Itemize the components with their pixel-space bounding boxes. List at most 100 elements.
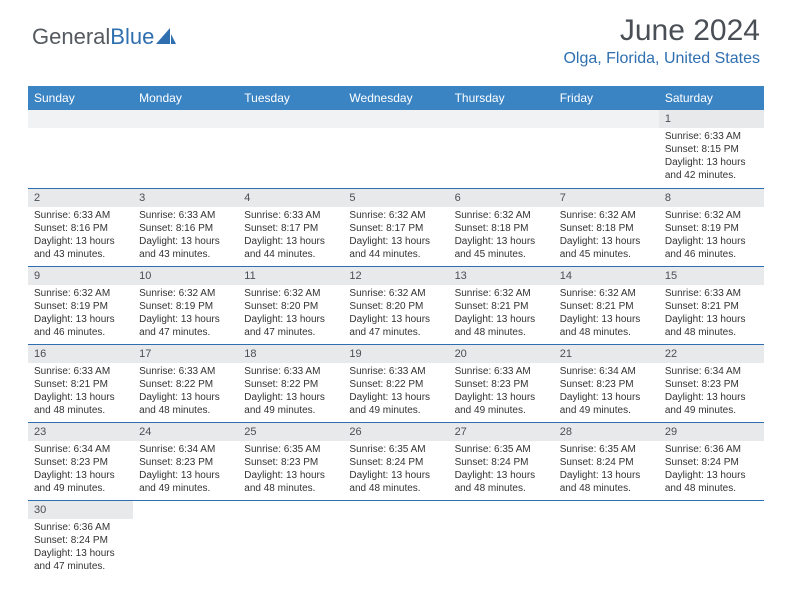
detail-line: Sunset: 8:24 PM — [34, 534, 127, 547]
detail-line: and 48 minutes. — [34, 404, 127, 417]
day-details: Sunrise: 6:35 AMSunset: 8:24 PMDaylight:… — [554, 441, 659, 499]
detail-line: Sunrise: 6:33 AM — [34, 209, 127, 222]
detail-line: Daylight: 13 hours — [139, 313, 232, 326]
calendar-cell: 7Sunrise: 6:32 AMSunset: 8:18 PMDaylight… — [554, 188, 659, 266]
calendar-cell: 14Sunrise: 6:32 AMSunset: 8:21 PMDayligh… — [554, 266, 659, 344]
detail-line: Sunrise: 6:32 AM — [349, 209, 442, 222]
day-details: Sunrise: 6:34 AMSunset: 8:23 PMDaylight:… — [133, 441, 238, 499]
sail-icon — [156, 24, 176, 50]
calendar-cell: 17Sunrise: 6:33 AMSunset: 8:22 PMDayligh… — [133, 344, 238, 422]
calendar-cell: 21Sunrise: 6:34 AMSunset: 8:23 PMDayligh… — [554, 344, 659, 422]
detail-line: Daylight: 13 hours — [34, 469, 127, 482]
empty-day-bar — [343, 110, 448, 128]
detail-line: and 49 minutes. — [665, 404, 758, 417]
detail-line: Daylight: 13 hours — [139, 235, 232, 248]
detail-line: and 44 minutes. — [349, 248, 442, 261]
day-number: 25 — [238, 423, 343, 441]
day-details: Sunrise: 6:35 AMSunset: 8:24 PMDaylight:… — [343, 441, 448, 499]
calendar-cell: 20Sunrise: 6:33 AMSunset: 8:23 PMDayligh… — [449, 344, 554, 422]
detail-line: Daylight: 13 hours — [665, 235, 758, 248]
detail-line: and 49 minutes. — [139, 482, 232, 495]
detail-line: Sunset: 8:16 PM — [34, 222, 127, 235]
calendar-cell: 9Sunrise: 6:32 AMSunset: 8:19 PMDaylight… — [28, 266, 133, 344]
day-number: 28 — [554, 423, 659, 441]
day-number: 7 — [554, 189, 659, 207]
day-header: Monday — [133, 86, 238, 110]
detail-line: Daylight: 13 hours — [244, 313, 337, 326]
day-details: Sunrise: 6:33 AMSunset: 8:21 PMDaylight:… — [28, 363, 133, 421]
day-details: Sunrise: 6:33 AMSunset: 8:22 PMDaylight:… — [133, 363, 238, 421]
detail-line: and 49 minutes. — [560, 404, 653, 417]
detail-line: Daylight: 13 hours — [139, 469, 232, 482]
detail-line: and 49 minutes. — [349, 404, 442, 417]
empty-day-bar — [28, 110, 133, 128]
day-details: Sunrise: 6:32 AMSunset: 8:19 PMDaylight:… — [28, 285, 133, 343]
detail-line: Sunrise: 6:33 AM — [349, 365, 442, 378]
day-number: 12 — [343, 267, 448, 285]
day-details: Sunrise: 6:33 AMSunset: 8:17 PMDaylight:… — [238, 207, 343, 265]
day-number: 4 — [238, 189, 343, 207]
detail-line: and 49 minutes. — [244, 404, 337, 417]
detail-line: Sunrise: 6:32 AM — [244, 287, 337, 300]
calendar-row: 2Sunrise: 6:33 AMSunset: 8:16 PMDaylight… — [28, 188, 764, 266]
calendar-row: 1Sunrise: 6:33 AMSunset: 8:15 PMDaylight… — [28, 110, 764, 188]
detail-line: Sunrise: 6:33 AM — [244, 365, 337, 378]
calendar-cell: 18Sunrise: 6:33 AMSunset: 8:22 PMDayligh… — [238, 344, 343, 422]
empty-day-bar — [449, 110, 554, 128]
detail-line: Sunset: 8:21 PM — [34, 378, 127, 391]
empty-day-bar — [238, 110, 343, 128]
day-header: Wednesday — [343, 86, 448, 110]
calendar-cell — [554, 500, 659, 578]
calendar-cell: 6Sunrise: 6:32 AMSunset: 8:18 PMDaylight… — [449, 188, 554, 266]
detail-line: Daylight: 13 hours — [34, 313, 127, 326]
detail-line: Sunrise: 6:36 AM — [34, 521, 127, 534]
day-number: 11 — [238, 267, 343, 285]
day-details: Sunrise: 6:32 AMSunset: 8:21 PMDaylight:… — [554, 285, 659, 343]
day-details: Sunrise: 6:34 AMSunset: 8:23 PMDaylight:… — [659, 363, 764, 421]
detail-line: Sunrise: 6:32 AM — [560, 287, 653, 300]
detail-line: and 48 minutes. — [244, 482, 337, 495]
day-details: Sunrise: 6:32 AMSunset: 8:19 PMDaylight:… — [659, 207, 764, 265]
day-details: Sunrise: 6:32 AMSunset: 8:18 PMDaylight:… — [554, 207, 659, 265]
detail-line: Daylight: 13 hours — [349, 313, 442, 326]
detail-line: Sunset: 8:19 PM — [139, 300, 232, 313]
calendar-cell: 26Sunrise: 6:35 AMSunset: 8:24 PMDayligh… — [343, 422, 448, 500]
calendar-cell — [343, 500, 448, 578]
detail-line: and 48 minutes. — [560, 482, 653, 495]
day-header: Sunday — [28, 86, 133, 110]
detail-line: Sunrise: 6:33 AM — [139, 365, 232, 378]
detail-line: Sunset: 8:20 PM — [244, 300, 337, 313]
detail-line: Sunset: 8:24 PM — [455, 456, 548, 469]
calendar-cell: 13Sunrise: 6:32 AMSunset: 8:21 PMDayligh… — [449, 266, 554, 344]
calendar-cell: 27Sunrise: 6:35 AMSunset: 8:24 PMDayligh… — [449, 422, 554, 500]
calendar-cell: 25Sunrise: 6:35 AMSunset: 8:23 PMDayligh… — [238, 422, 343, 500]
detail-line: Sunset: 8:22 PM — [139, 378, 232, 391]
day-number: 22 — [659, 345, 764, 363]
detail-line: Sunset: 8:23 PM — [244, 456, 337, 469]
day-number: 20 — [449, 345, 554, 363]
detail-line: Daylight: 13 hours — [455, 235, 548, 248]
day-details: Sunrise: 6:32 AMSunset: 8:17 PMDaylight:… — [343, 207, 448, 265]
day-details: Sunrise: 6:32 AMSunset: 8:19 PMDaylight:… — [133, 285, 238, 343]
calendar-cell: 10Sunrise: 6:32 AMSunset: 8:19 PMDayligh… — [133, 266, 238, 344]
detail-line: Daylight: 13 hours — [455, 469, 548, 482]
calendar-cell: 29Sunrise: 6:36 AMSunset: 8:24 PMDayligh… — [659, 422, 764, 500]
detail-line: Sunrise: 6:32 AM — [455, 287, 548, 300]
detail-line: and 48 minutes. — [560, 326, 653, 339]
calendar-cell: 5Sunrise: 6:32 AMSunset: 8:17 PMDaylight… — [343, 188, 448, 266]
detail-line: Daylight: 13 hours — [665, 391, 758, 404]
detail-line: and 48 minutes. — [455, 326, 548, 339]
day-details: Sunrise: 6:34 AMSunset: 8:23 PMDaylight:… — [28, 441, 133, 499]
day-details: Sunrise: 6:33 AMSunset: 8:23 PMDaylight:… — [449, 363, 554, 421]
detail-line: Sunset: 8:20 PM — [349, 300, 442, 313]
detail-line: Daylight: 13 hours — [665, 469, 758, 482]
day-details: Sunrise: 6:36 AMSunset: 8:24 PMDaylight:… — [28, 519, 133, 577]
day-number: 23 — [28, 423, 133, 441]
detail-line: Sunrise: 6:32 AM — [560, 209, 653, 222]
day-number: 3 — [133, 189, 238, 207]
day-number: 17 — [133, 345, 238, 363]
detail-line: Sunrise: 6:33 AM — [665, 130, 758, 143]
detail-line: Sunrise: 6:35 AM — [244, 443, 337, 456]
day-details: Sunrise: 6:33 AMSunset: 8:16 PMDaylight:… — [133, 207, 238, 265]
detail-line: Daylight: 13 hours — [665, 313, 758, 326]
